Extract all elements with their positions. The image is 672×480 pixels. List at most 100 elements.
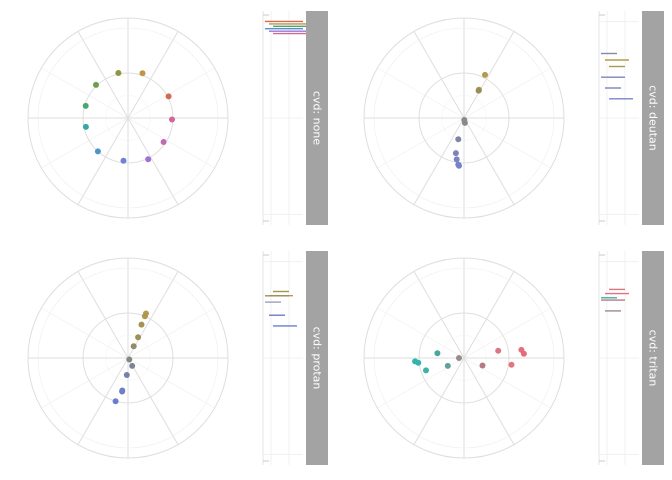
data-point: [129, 362, 136, 369]
radial-gridline: [77, 357, 129, 445]
radial-gridline: [41, 67, 129, 119]
ring-gridline: [441, 95, 487, 141]
ring-gridline: [27, 17, 229, 219]
polar-grid: [27, 17, 229, 219]
facet-panel-1: cvd: none: [27, 11, 328, 225]
radial-gridline: [463, 307, 551, 359]
strip-background: [306, 11, 328, 225]
radial-gridline: [413, 31, 465, 119]
data-point: [456, 162, 462, 169]
radial-gridline: [127, 271, 179, 359]
data-point: [123, 372, 130, 378]
radial-gridline: [127, 31, 179, 119]
data-point: [94, 148, 101, 155]
radial-gridline: [377, 357, 465, 409]
data-point: [139, 70, 146, 77]
data-point: [115, 70, 122, 76]
data-point: [495, 347, 502, 354]
ring-gridline: [82, 312, 174, 404]
data-point: [120, 157, 127, 164]
data-point: [461, 119, 468, 126]
data-point: [119, 388, 126, 395]
ring-gridline: [418, 72, 510, 164]
data-point: [508, 361, 515, 368]
radial-gridline: [127, 67, 215, 119]
data-point: [135, 334, 142, 341]
ring-gridline: [37, 267, 219, 449]
data-point: [141, 313, 148, 320]
data-point: [475, 87, 482, 94]
radial-gridline: [377, 67, 465, 119]
radial-gridline: [127, 117, 179, 205]
side-panel: [598, 11, 639, 225]
ring-gridline: [105, 335, 151, 381]
data-point: [456, 355, 462, 361]
strip-background: [306, 251, 328, 465]
data-point: [145, 156, 152, 163]
side-panel: [598, 251, 639, 465]
radial-gridline: [77, 271, 129, 359]
radial-gridline: [413, 117, 465, 205]
ring-gridline: [363, 17, 565, 219]
radial-gridline: [77, 31, 129, 119]
data-point: [130, 343, 137, 350]
facet-panel-4: cvd: tritan: [363, 251, 664, 465]
radial-gridline: [41, 357, 129, 409]
radial-gridline: [127, 307, 215, 359]
strip-label: cvd: tritan: [647, 330, 660, 387]
data-point: [82, 102, 89, 109]
data-point: [138, 321, 145, 328]
radial-gridline: [463, 357, 551, 409]
strip-label: cvd: none: [311, 91, 324, 145]
data-point: [126, 356, 133, 363]
data-point: [412, 358, 419, 365]
radial-gridline: [463, 117, 515, 205]
radial-gridline: [463, 67, 551, 119]
facet-strip: cvd: none: [306, 11, 328, 225]
radial-gridline: [463, 117, 551, 169]
side-panel: [262, 11, 311, 225]
data-point: [93, 81, 99, 88]
facet-strip: cvd: protan: [306, 251, 328, 465]
radial-gridline: [41, 117, 129, 169]
data-point: [434, 350, 441, 357]
data-point: [423, 367, 429, 374]
facet-panel-3: cvd: protan: [27, 251, 328, 465]
data-point: [82, 123, 89, 130]
facet-panel-2: cvd: deutan: [363, 11, 664, 225]
data-point: [520, 350, 527, 357]
polar-grid: [363, 257, 565, 459]
ring-gridline: [418, 312, 510, 404]
facet-strip: cvd: deutan: [642, 11, 664, 225]
point-series: [452, 71, 488, 169]
data-point: [453, 156, 460, 163]
data-point: [160, 139, 167, 145]
radial-gridline: [413, 357, 465, 445]
data-point: [479, 362, 486, 369]
point-series: [112, 310, 149, 405]
ring-gridline: [105, 95, 151, 141]
ring-gridline: [363, 257, 565, 459]
facet-strip: cvd: tritan: [642, 251, 664, 465]
radial-gridline: [127, 357, 179, 445]
radial-gridline: [463, 271, 515, 359]
radial-gridline: [377, 307, 465, 359]
radial-gridline: [127, 357, 215, 409]
strip-background: [642, 251, 664, 465]
radial-gridline: [377, 117, 465, 169]
ring-gridline: [441, 335, 487, 381]
ring-gridline: [373, 27, 555, 209]
point-series: [82, 70, 175, 164]
point-series: [412, 346, 527, 374]
side-panel: [262, 251, 303, 465]
radial-gridline: [463, 31, 515, 119]
polar-grid: [27, 257, 229, 459]
data-point: [482, 71, 488, 78]
data-point: [165, 93, 172, 100]
radial-gridline: [463, 357, 515, 445]
data-point: [444, 362, 451, 369]
ring-gridline: [373, 267, 555, 449]
data-point: [169, 116, 175, 123]
ring-gridline: [27, 257, 229, 459]
